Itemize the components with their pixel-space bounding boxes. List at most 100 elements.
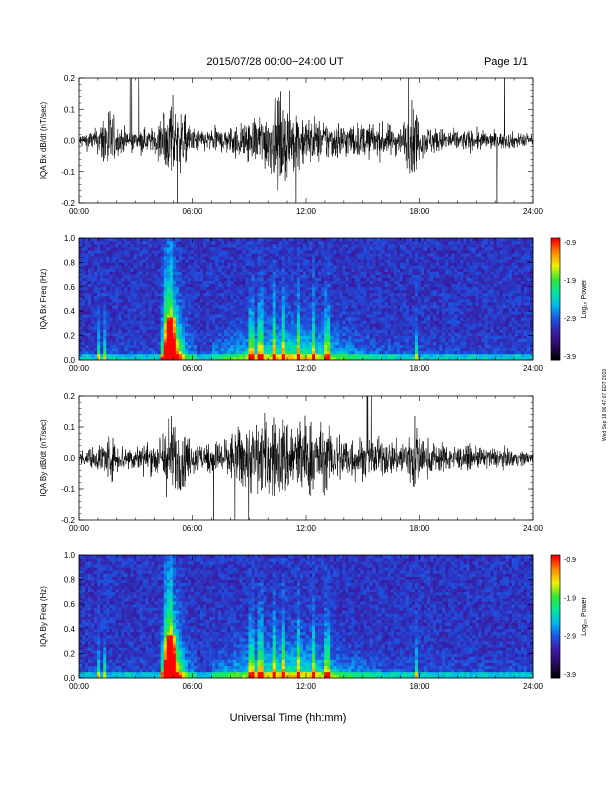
spectrogram-cell (251, 302, 255, 306)
spectrogram-cell (275, 295, 280, 300)
spectrogram-cell (427, 311, 431, 315)
spectrogram-cell (103, 292, 107, 297)
spectrogram-cell (287, 268, 292, 272)
spectrogram-cell (442, 259, 446, 263)
spectrogram-cell (178, 244, 183, 248)
spectrogram-cell (257, 308, 261, 312)
spectrogram-cell (233, 268, 237, 272)
spectrogram-cell (372, 302, 376, 306)
spectrogram-cell (100, 238, 104, 242)
spectrogram-cell (393, 320, 398, 324)
spectrogram-cell (402, 259, 407, 263)
spectrogram-cell (421, 277, 425, 281)
spectrogram-cell (178, 283, 183, 288)
spectrogram-cell (302, 347, 307, 352)
spectrogram-cell (421, 238, 425, 242)
spectrogram-cell (154, 344, 158, 349)
spectrogram-cell (315, 317, 319, 321)
spectrogram-cell (166, 344, 171, 349)
spectrogram-cell (82, 326, 86, 330)
spectrogram-cell (442, 299, 446, 303)
spectrogram-cell (239, 356, 243, 361)
spectrogram-cell (230, 302, 234, 306)
spectrogram-cell (194, 314, 198, 318)
spectrogram-cell (439, 317, 443, 321)
spectrogram-cell (197, 314, 201, 318)
spectrogram-cell (411, 241, 416, 245)
spectrogram-cell (290, 274, 295, 278)
spectrogram-cell (215, 308, 219, 312)
spectrogram-cell (121, 353, 125, 358)
spectrogram-cell (218, 295, 222, 300)
spectrogram-cell (284, 292, 289, 297)
spectrogram-cell (206, 299, 210, 303)
spectrogram-cell (172, 329, 177, 333)
spectrogram-cell (430, 268, 434, 272)
spectrogram-cell (366, 332, 370, 336)
spectrogram-cell (402, 256, 407, 260)
spectrogram-cell (151, 332, 155, 336)
spectrogram-cell (112, 292, 116, 297)
spectrogram-cell (160, 274, 165, 278)
spectrogram-cell (190, 265, 195, 269)
spectrogram-cell (339, 350, 343, 355)
spectrogram-cell (363, 265, 367, 269)
spectrogram-cell (354, 238, 358, 242)
spectrogram-cell (293, 238, 298, 242)
spectrogram-cell (427, 250, 431, 254)
spectrogram-cell (278, 347, 283, 352)
spectrogram-cell (209, 356, 213, 361)
spectrogram-cell (227, 335, 231, 339)
spectrogram-cell (145, 338, 149, 342)
spectrogram-cell (215, 259, 219, 263)
spectrogram-cell (342, 308, 346, 312)
spectrogram-cell (439, 341, 443, 346)
spectrogram-cell (236, 320, 240, 324)
spectrogram-cell (293, 311, 298, 315)
spectrogram-cell (91, 265, 95, 269)
spectrogram-cell (396, 253, 401, 257)
spectrogram-cell (190, 308, 195, 312)
spectrogram-cell (215, 341, 219, 346)
spectrogram-cell (184, 326, 189, 330)
spectrogram-cell (200, 299, 204, 303)
spectrogram-cell (357, 253, 361, 257)
spectrogram-cell (324, 277, 328, 281)
spectrogram-cell (293, 274, 298, 278)
spectrogram-cell (336, 338, 340, 342)
spectrogram-cell (351, 295, 355, 300)
spectrogram-cell (109, 256, 113, 260)
spectrogram-cell (372, 244, 376, 248)
spectrogram-cell (272, 256, 277, 260)
spectrogram-cell (166, 347, 171, 352)
spectrogram-cell (142, 283, 146, 288)
spectrogram-cell (405, 295, 410, 300)
spectrogram-cell (151, 323, 155, 327)
spectrogram-cell (124, 323, 128, 327)
spectrogram-cell (215, 262, 219, 266)
spectrogram-cell (251, 338, 255, 342)
spectrogram-cell (127, 326, 131, 330)
spectrogram-cell (436, 274, 440, 278)
spectrogram-cell (212, 268, 216, 272)
spectrogram-cell (157, 238, 162, 242)
spectrogram-cell (200, 247, 204, 251)
spectrogram-cell (209, 265, 213, 269)
spectrogram-cell (266, 283, 270, 288)
spectrogram-cell (178, 286, 183, 291)
spectrogram-cell (94, 317, 98, 321)
spectrogram-cell (221, 335, 225, 339)
spectrogram-cell (112, 305, 116, 309)
spectrogram-cell (130, 244, 134, 248)
spectrogram-cell (175, 271, 180, 275)
spectrogram-cell (254, 305, 258, 309)
spectrogram-cell (269, 244, 274, 248)
spectrogram-cell (442, 311, 446, 315)
spectrogram-cell (318, 329, 322, 333)
spectrogram-cell (360, 332, 364, 336)
spectrogram-cell (281, 274, 286, 278)
spectrogram-cell (293, 356, 298, 361)
spectrogram-cell (287, 347, 292, 352)
spectrogram-cell (127, 250, 131, 254)
spectrogram-cell (439, 292, 443, 297)
